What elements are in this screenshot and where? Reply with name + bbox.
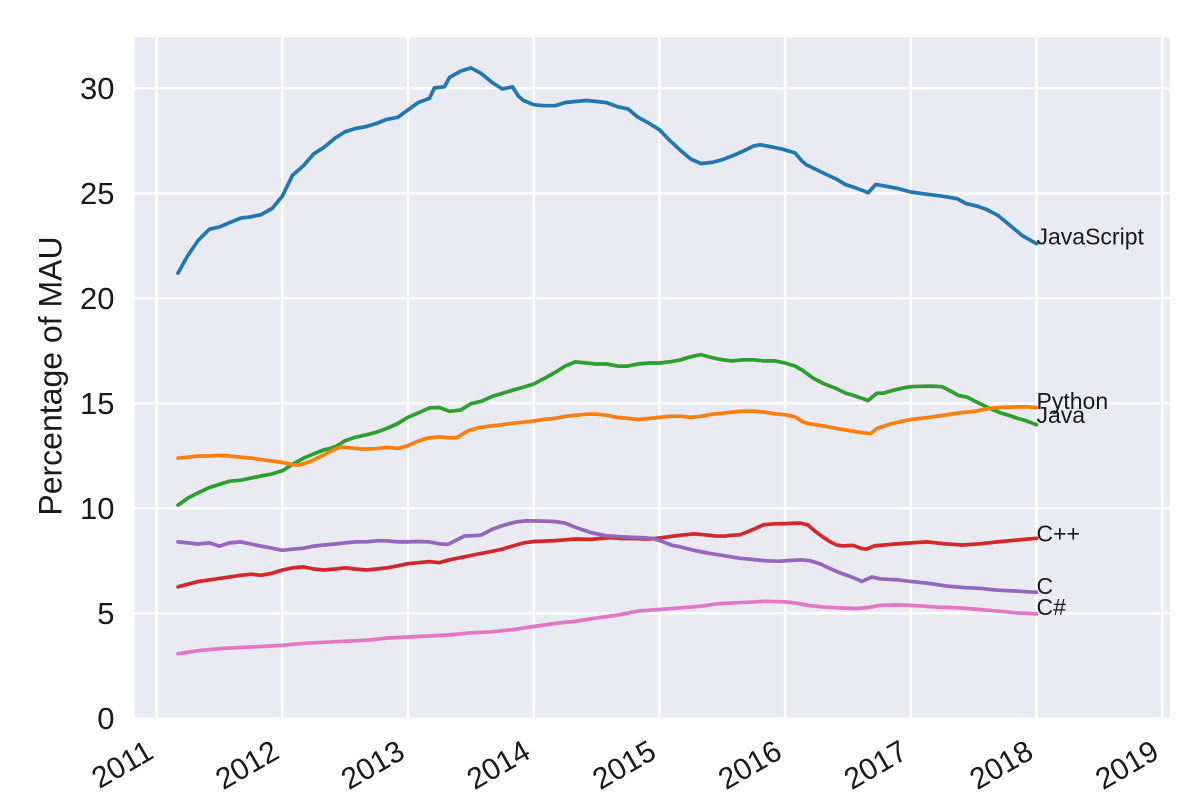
- svg-text:JavaScript: JavaScript: [1037, 224, 1145, 250]
- svg-text:20: 20: [80, 281, 114, 316]
- svg-text:25: 25: [80, 176, 114, 211]
- svg-text:5: 5: [97, 596, 114, 631]
- svg-text:Java: Java: [1037, 402, 1086, 428]
- svg-text:30: 30: [80, 71, 114, 106]
- svg-text:C#: C#: [1037, 594, 1067, 620]
- svg-text:C: C: [1037, 573, 1054, 599]
- svg-text:0: 0: [97, 701, 114, 736]
- svg-text:C++: C++: [1037, 521, 1080, 547]
- svg-text:Python: Python: [1037, 388, 1109, 414]
- svg-text:15: 15: [80, 386, 114, 421]
- svg-text:10: 10: [80, 491, 114, 526]
- svg-text:Percentage of MAU: Percentage of MAU: [33, 236, 69, 515]
